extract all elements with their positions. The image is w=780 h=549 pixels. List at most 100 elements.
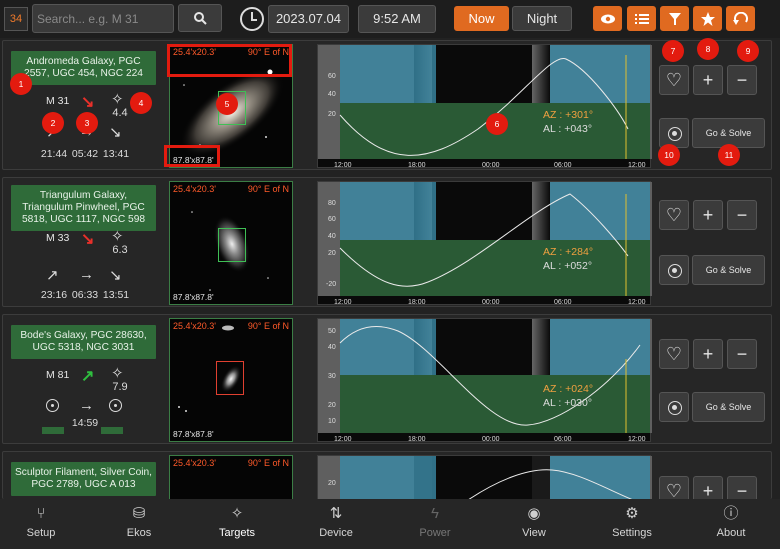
circumpolar-bar (101, 427, 123, 434)
target-name[interactable]: Triangulum Galaxy, Triangulum Pinwheel, … (11, 185, 156, 231)
filter-button[interactable] (660, 6, 689, 31)
marker: 1 (10, 73, 32, 95)
favorite-button[interactable]: ♡ (659, 65, 689, 95)
x-tick: 12:00 (628, 436, 646, 443)
altitude-plot: 80 60 40 20 -20 12:00 18:00 00:00 06:00 … (318, 182, 652, 306)
set-arrow-icon: ↘ (109, 266, 122, 284)
y-tick: 50 (328, 328, 336, 335)
target-name[interactable]: Bode's Galaxy, PGC 28630, UGC 5318, NGC … (11, 325, 156, 359)
target-name[interactable]: Sculptor Filament, Silver Coin, PGC 2789… (11, 462, 156, 496)
marker: 3 (76, 112, 98, 134)
add-button[interactable]: + (693, 476, 723, 499)
top-toolbar: 34 2023.07.04 9:52 AM Now Night (0, 0, 780, 38)
eye-toggle-button[interactable] (593, 6, 622, 31)
nav-label: Device (287, 525, 385, 541)
target-card[interactable]: Triangulum Galaxy, Triangulum Pinwheel, … (2, 177, 772, 307)
add-button[interactable]: + (693, 339, 723, 369)
trend-up-icon: ↗ (81, 366, 94, 386)
y-tick: 60 (328, 73, 336, 80)
minus-icon: − (737, 344, 748, 364)
plus-icon: + (703, 344, 714, 364)
nav-view[interactable]: ◉ View (485, 499, 583, 549)
magnitude-icon: ✧ (111, 364, 124, 382)
nav-targets[interactable]: ✧ Targets (188, 499, 286, 549)
center-target-button[interactable] (659, 118, 689, 148)
remove-button[interactable]: − (727, 200, 757, 230)
magnitude-value: 4.4 (107, 107, 133, 119)
x-tick: 00:00 (482, 299, 500, 306)
circumpolar-icon (109, 399, 122, 412)
date-button[interactable]: 2023.07.04 (268, 5, 349, 33)
target-name[interactable]: Andromeda Galaxy, PGC 2557, UGC 454, NGC… (11, 51, 156, 85)
y-tick: 20 (328, 111, 336, 118)
remove-button[interactable]: − (727, 476, 757, 499)
plus-icon: + (703, 481, 714, 499)
altitude-chart[interactable]: 50 40 30 20 10 12:00 18:00 00:00 06:00 1… (317, 318, 651, 442)
power-icon: ϟ (386, 499, 484, 525)
y-tick: 30 (328, 373, 336, 380)
favorite-button[interactable]: ♡ (659, 476, 689, 499)
altitude-plot: 60 40 20 12:00 18:00 00:00 06:00 12:00 (318, 45, 652, 169)
nav-power[interactable]: ϟ Power (386, 499, 484, 549)
favorites-button[interactable] (693, 6, 722, 31)
heart-icon: ♡ (666, 70, 682, 90)
night-button[interactable]: Night (512, 6, 572, 31)
go-solve-button[interactable]: Go & Solve (692, 255, 765, 285)
magnitude-icon: ✧ (111, 227, 124, 245)
target-card[interactable]: Andromeda Galaxy, PGC 2557, UGC 454, NGC… (2, 40, 772, 170)
center-target-button[interactable] (659, 255, 689, 285)
undo-button[interactable] (726, 6, 755, 31)
x-tick: 00:00 (482, 436, 500, 443)
bottom-navigation: ⑂ Setup ⛁ Ekos ✧ Targets ⇅ Device ϟ Powe… (0, 499, 780, 549)
trend-down-icon: ↘ (81, 92, 94, 112)
remove-button[interactable]: − (727, 65, 757, 95)
target-card[interactable]: Bode's Galaxy, PGC 28630, UGC 5318, NGC … (2, 314, 772, 444)
target-thumbnail[interactable]: 25.4'x20.3' 90° E of N 87.8'x87.8' (169, 318, 293, 442)
transit-arrow-icon: → (79, 397, 94, 414)
set-arrow-icon: ↘ (109, 123, 122, 141)
time-button[interactable]: 9:52 AM (358, 5, 436, 33)
heart-icon: ♡ (666, 481, 682, 499)
altitude-chart[interactable]: 80 60 40 20 -20 12:00 18:00 00:00 06:00 … (317, 181, 651, 305)
altitude-chart[interactable]: 60 40 20 12:00 18:00 00:00 06:00 12:00 A… (317, 44, 651, 168)
nav-setup[interactable]: ⑂ Setup (0, 499, 90, 549)
altitude-readout: AL : +052° (543, 260, 592, 272)
favorite-button[interactable]: ♡ (659, 200, 689, 230)
nav-device[interactable]: ⇅ Device (287, 499, 385, 549)
nav-settings[interactable]: ⚙ Settings (583, 499, 681, 549)
marker: 9 (737, 40, 759, 62)
x-tick: 06:00 (554, 162, 572, 169)
remove-button[interactable]: − (727, 339, 757, 369)
target-card[interactable]: Sculptor Filament, Silver Coin, PGC 2789… (2, 451, 772, 499)
heart-icon: ♡ (666, 344, 682, 364)
favorite-button[interactable]: ♡ (659, 339, 689, 369)
y-tick: 40 (328, 91, 336, 98)
nav-label: View (485, 525, 583, 541)
x-tick: 18:00 (408, 162, 426, 169)
marker: 2 (42, 112, 64, 134)
size-highlight (164, 145, 220, 167)
add-button[interactable]: + (693, 200, 723, 230)
marker: 4 (130, 92, 152, 114)
center-target-button[interactable] (659, 392, 689, 422)
x-tick: 12:00 (334, 299, 352, 306)
nav-ekos[interactable]: ⛁ Ekos (90, 499, 188, 549)
y-tick: 80 (328, 200, 336, 207)
list-button[interactable] (627, 6, 656, 31)
search-input[interactable] (32, 4, 174, 33)
search-button[interactable] (178, 4, 222, 32)
y-tick: 20 (328, 250, 336, 257)
settings-icon: ⚙ (583, 499, 681, 525)
go-solve-button[interactable]: Go & Solve (692, 392, 765, 422)
nav-about[interactable]: ⓘ About (682, 499, 780, 549)
view-icon: ◉ (485, 499, 583, 525)
size-label: 87.8'x87.8' (173, 429, 214, 439)
target-thumbnail[interactable]: 25.4'x20.3' 90° E of N (169, 455, 293, 499)
target-thumbnail[interactable]: 25.4'x20.3' 90° E of N 87.8'x87.8' (169, 181, 293, 305)
clock-icon[interactable] (240, 7, 264, 31)
add-button[interactable]: + (693, 65, 723, 95)
size-label: 87.8'x87.8' (173, 292, 214, 302)
now-button[interactable]: Now (454, 6, 509, 31)
altitude-chart[interactable]: 20 (317, 455, 651, 499)
y-tick: 10 (328, 418, 336, 425)
